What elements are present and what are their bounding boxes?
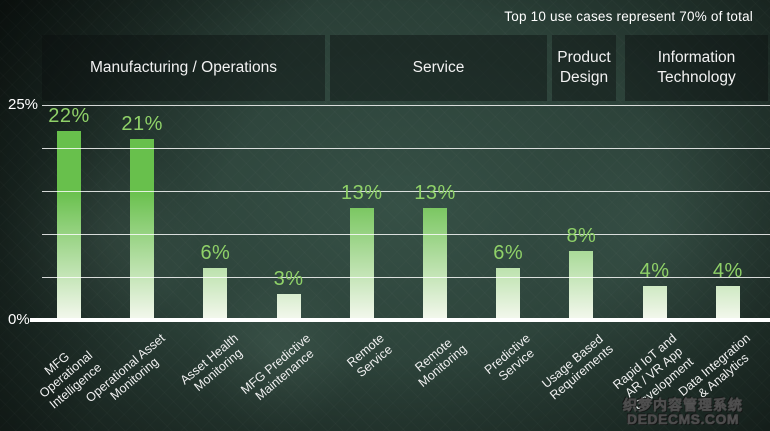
x-axis-label: Remote Service xyxy=(344,331,396,381)
bar-asset-health xyxy=(203,268,228,320)
gridline-15pct xyxy=(42,191,770,192)
bar-rapid-iot-and xyxy=(642,285,667,320)
bar-value-label: 22% xyxy=(48,104,90,127)
bar-value-label: 3% xyxy=(273,268,304,291)
bar-value-label: 21% xyxy=(121,113,163,136)
y-axis-tick-0: 0% xyxy=(8,311,30,328)
x-axis-label: MFG Predictive Maintenance xyxy=(238,331,318,404)
bar-value-label: 4% xyxy=(639,259,670,282)
x-axis-label: Remote Monitoring xyxy=(411,335,470,391)
watermark-line-2: DEDECMS.COM xyxy=(626,411,740,428)
watermark-line-1: 织梦内容管理系统 xyxy=(623,396,743,413)
bar-remote xyxy=(423,208,447,320)
x-axis-baseline xyxy=(30,318,770,322)
bar-usage-based xyxy=(569,251,594,320)
bar-value-label: 13% xyxy=(341,182,383,205)
chart-title: Top 10 use cases represent 70% of total xyxy=(504,9,753,24)
bar-mfg-predictive xyxy=(276,294,301,320)
bar-value-label: 6% xyxy=(493,242,524,265)
gridline-20pct xyxy=(42,148,770,149)
bar-value-label: 8% xyxy=(566,225,597,248)
watermark: 织梦内容管理系统 DEDECMS.COM xyxy=(623,396,743,428)
gridline-10pct xyxy=(42,234,770,235)
group-header-1: Manufacturing / Operations xyxy=(42,35,325,101)
bar-data-integration xyxy=(715,285,740,320)
bar-remote xyxy=(349,208,374,320)
gridline-5pct xyxy=(42,277,770,278)
bar-value-label: 4% xyxy=(712,259,743,282)
x-axis-label: Usage Based Requirements xyxy=(538,331,616,403)
x-axis-label: Predictive Service xyxy=(482,331,538,384)
bar-predictive xyxy=(496,268,521,320)
bar-operational-asset xyxy=(130,139,155,320)
gridline-25pct xyxy=(42,105,770,106)
bar-value-label: 13% xyxy=(414,182,456,205)
group-header-2: Service xyxy=(330,35,547,101)
group-header-3: Product Design xyxy=(552,35,616,101)
bar-value-label: 6% xyxy=(200,242,231,265)
bar-mfg-operational xyxy=(57,130,81,320)
group-header-4: Information Technology xyxy=(625,35,768,101)
y-axis-tick-25: 25% xyxy=(8,96,39,113)
